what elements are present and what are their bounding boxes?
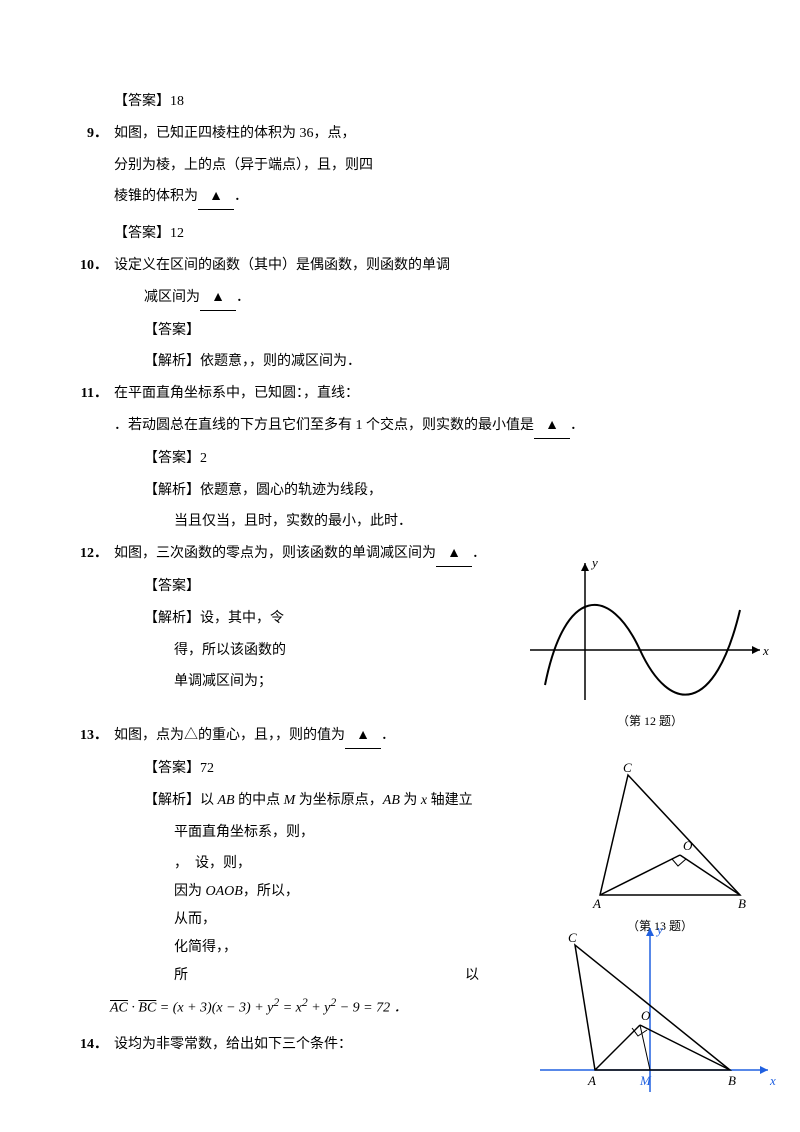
blank: ▲	[200, 286, 236, 311]
q11-answer-line: 【答案】2	[80, 447, 720, 471]
q11-line1: 11．在平面直角坐标系中，已知圆：，直线：	[80, 382, 720, 406]
svg-text:y: y	[655, 922, 663, 937]
q12-figure: x y （第 12 题）	[530, 555, 770, 729]
q13-figure-2: A B C O M x y	[540, 920, 780, 1100]
q12-cubic-graph: x y	[530, 555, 770, 705]
q10-explain: 【解析】依题意，，则的减区间为．	[80, 350, 720, 374]
svg-text:O: O	[683, 838, 693, 853]
svg-text:C: C	[568, 930, 577, 945]
q11-explain-l1: 【解析】依题意，圆心的轨迹为线段，	[80, 479, 720, 503]
answer-label: 【答案】	[114, 226, 170, 241]
q11-explain-l2: 当且仅当，且时，实数的最小，此时．	[80, 510, 720, 534]
q11-number: 11．	[80, 382, 108, 406]
q10-line1: 10．设定义在区间的函数（其中）是偶函数，则函数的单调	[80, 254, 720, 278]
answer-label: 【答案】	[114, 94, 170, 109]
q10-line2: 减区间为▲．	[80, 286, 720, 311]
blank: ▲	[534, 414, 570, 439]
q13-triangle-1: A B C O	[560, 760, 760, 910]
answer-label: 【答案】	[144, 323, 200, 338]
q11-answer: 2	[200, 451, 207, 466]
q13-triangle-2: A B C O M x y	[540, 920, 780, 1095]
blank: ▲	[436, 542, 472, 567]
q14-number: 14．	[80, 1033, 108, 1057]
y-axis-label: y	[590, 555, 598, 570]
svg-text:B: B	[728, 1073, 736, 1088]
explain-label: 【解析】	[144, 793, 200, 808]
q9-answer: 12	[170, 226, 184, 241]
q8-answer: 18	[170, 94, 184, 109]
q10-answer-line: 【答案】	[80, 319, 720, 343]
svg-text:O: O	[641, 1008, 651, 1023]
svg-text:C: C	[623, 760, 632, 775]
x-axis-label: x	[762, 643, 769, 658]
explain-label: 【解析】	[144, 483, 200, 498]
svg-text:A: A	[592, 896, 601, 910]
blank: ▲	[345, 724, 381, 749]
answer-label: 【答案】	[144, 451, 200, 466]
q9-line3: 棱锥的体积为▲．	[80, 185, 720, 210]
svg-text:B: B	[738, 896, 746, 910]
q9-line1: 9． 如图，已知正四棱柱的体积为 36，点，	[80, 122, 720, 146]
q13-answer: 72	[200, 761, 214, 776]
explain-label: 【解析】	[144, 611, 200, 626]
page: 【答案】18 9．如图，已知正四棱柱的体积为 36，点， 分别为棱，上的点（异于…	[0, 0, 800, 1105]
q12-caption: （第 12 题）	[530, 712, 770, 729]
svg-text:A: A	[587, 1073, 596, 1088]
q11-line2: ．若动圆总在直线的下方且它们至多有 1 个交点，则实数的最小值是▲．	[80, 414, 720, 439]
q12-number: 12．	[80, 542, 108, 566]
q9-text1: 如图，已知正四棱柱的体积为 36，点，	[114, 126, 356, 141]
q9-line2: 分别为棱，上的点（异于端点），且，则四	[80, 154, 720, 178]
q13-number: 13．	[80, 724, 108, 748]
q10-number: 10．	[80, 254, 108, 278]
q9-answer-line: 【答案】12	[80, 222, 720, 246]
q8-answer-line: 【答案】18	[80, 90, 720, 114]
q9-number: 9．	[80, 122, 108, 146]
blank: ▲	[198, 185, 234, 210]
svg-text:x: x	[769, 1073, 776, 1088]
answer-label: 【答案】	[144, 579, 200, 594]
explain-label: 【解析】	[144, 354, 200, 369]
answer-label: 【答案】	[144, 761, 200, 776]
q13-figure-1: A B C O （第 13 题）	[560, 760, 760, 934]
svg-text:M: M	[639, 1073, 652, 1088]
